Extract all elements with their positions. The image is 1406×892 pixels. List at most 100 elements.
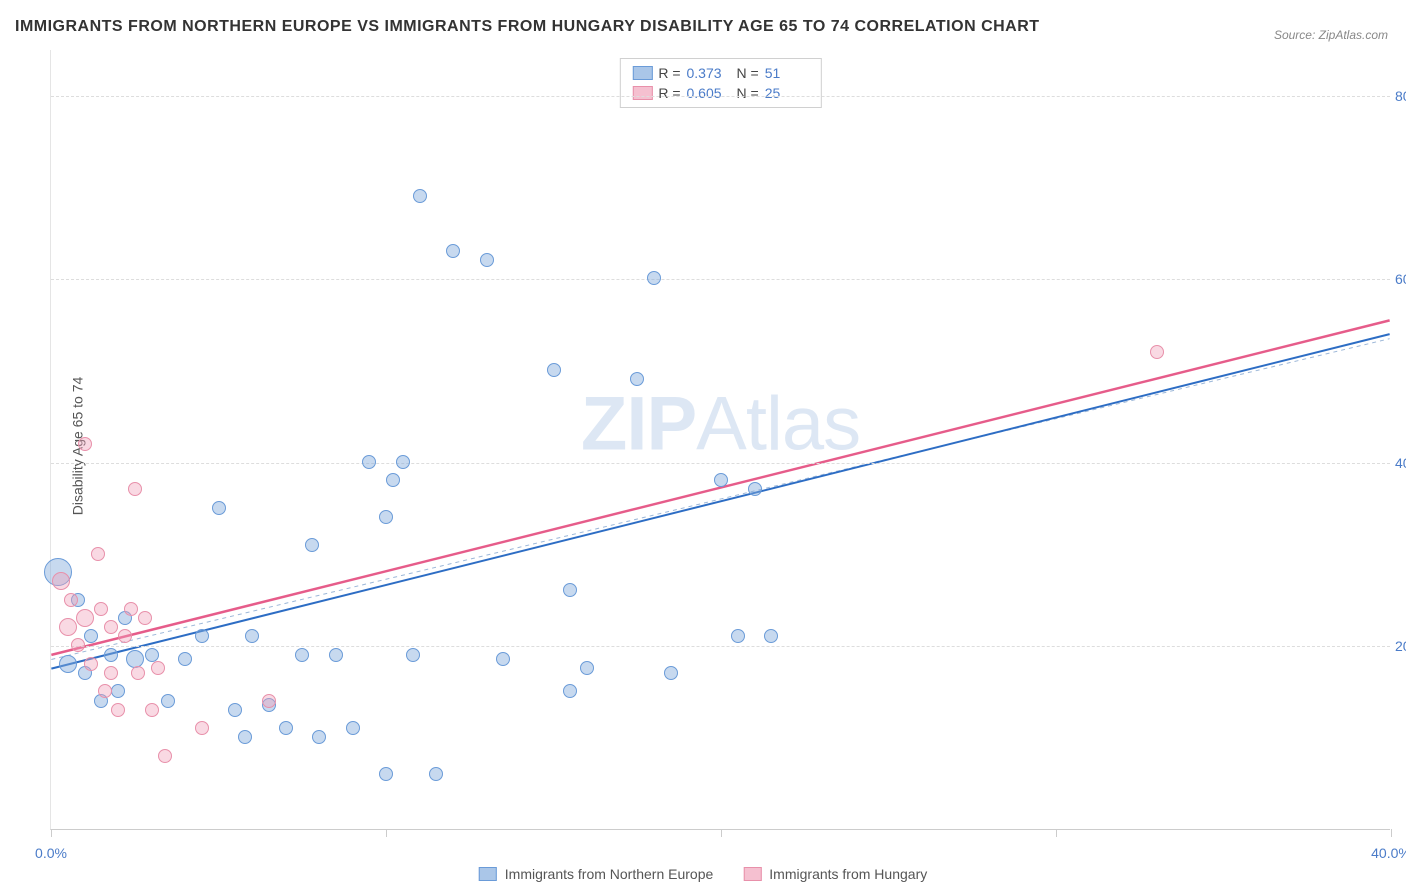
legend-r-value: 0.373 xyxy=(687,65,731,81)
legend-swatch xyxy=(479,867,497,881)
data-point xyxy=(228,703,242,717)
legend-item: Immigrants from Northern Europe xyxy=(479,866,714,882)
data-point xyxy=(104,666,118,680)
trend-line xyxy=(51,320,1389,655)
data-point xyxy=(84,657,98,671)
data-point xyxy=(647,271,661,285)
x-tick xyxy=(386,829,387,837)
legend-swatch xyxy=(632,66,652,80)
data-point xyxy=(64,593,78,607)
data-point xyxy=(118,629,132,643)
data-point xyxy=(480,253,494,267)
data-point xyxy=(386,473,400,487)
data-point xyxy=(446,244,460,258)
data-point xyxy=(547,363,561,377)
data-point xyxy=(748,482,762,496)
legend-n-label: N = xyxy=(737,65,759,81)
data-point xyxy=(76,609,94,627)
data-point xyxy=(305,538,319,552)
data-point xyxy=(128,482,142,496)
data-point xyxy=(124,602,138,616)
trend-lines-svg xyxy=(51,50,1390,829)
y-tick-label: 20.0% xyxy=(1395,638,1406,654)
data-point xyxy=(91,547,105,561)
data-point xyxy=(84,629,98,643)
data-point xyxy=(145,703,159,717)
series-legend: Immigrants from Northern Europe Immigrant… xyxy=(479,866,927,882)
y-tick-label: 40.0% xyxy=(1395,455,1406,471)
legend-item: Immigrants from Hungary xyxy=(743,866,927,882)
data-point xyxy=(262,694,276,708)
legend-label: Immigrants from Hungary xyxy=(769,866,927,882)
legend-row: R = 0.605 N = 25 xyxy=(632,83,808,103)
data-point xyxy=(151,661,165,675)
data-point xyxy=(312,730,326,744)
gridline xyxy=(51,646,1390,647)
data-point xyxy=(161,694,175,708)
x-tick-label: 40.0% xyxy=(1371,845,1406,861)
data-point xyxy=(496,652,510,666)
gridline xyxy=(51,279,1390,280)
data-point xyxy=(104,648,118,662)
data-point xyxy=(238,730,252,744)
data-point xyxy=(71,638,85,652)
data-point xyxy=(379,510,393,524)
source-credit: Source: ZipAtlas.com xyxy=(1274,28,1388,42)
data-point xyxy=(131,666,145,680)
x-tick xyxy=(721,829,722,837)
data-point xyxy=(78,437,92,451)
trend-line xyxy=(51,334,1389,669)
data-point xyxy=(346,721,360,735)
data-point xyxy=(245,629,259,643)
data-point xyxy=(764,629,778,643)
data-point xyxy=(195,629,209,643)
x-tick-label: 0.0% xyxy=(35,845,67,861)
legend-row: R = 0.373 N = 51 xyxy=(632,63,808,83)
data-point xyxy=(94,602,108,616)
legend-n-label: N = xyxy=(737,85,759,101)
data-point xyxy=(630,372,644,386)
x-tick xyxy=(51,829,52,837)
y-tick-label: 80.0% xyxy=(1395,88,1406,104)
legend-n-value: 51 xyxy=(765,65,809,81)
data-point xyxy=(379,767,393,781)
watermark: ZIPAtlas xyxy=(581,380,860,467)
data-point xyxy=(145,648,159,662)
data-point xyxy=(279,721,293,735)
data-point xyxy=(178,652,192,666)
plot-area: ZIPAtlas R = 0.373 N = 51 R = 0.605 N = … xyxy=(50,50,1390,830)
gridline xyxy=(51,96,1390,97)
data-point xyxy=(104,620,118,634)
data-point xyxy=(212,501,226,515)
data-point xyxy=(52,572,70,590)
trend-line xyxy=(51,339,1389,660)
data-point xyxy=(413,189,427,203)
data-point xyxy=(111,703,125,717)
data-point xyxy=(664,666,678,680)
data-point xyxy=(158,749,172,763)
data-point xyxy=(362,455,376,469)
correlation-legend: R = 0.373 N = 51 R = 0.605 N = 25 xyxy=(619,58,821,108)
watermark-bold: ZIP xyxy=(581,381,696,466)
data-point xyxy=(406,648,420,662)
data-point xyxy=(731,629,745,643)
data-point xyxy=(329,648,343,662)
y-tick-label: 60.0% xyxy=(1395,271,1406,287)
data-point xyxy=(59,655,77,673)
gridline xyxy=(51,463,1390,464)
legend-r-label: R = xyxy=(658,65,680,81)
data-point xyxy=(580,661,594,675)
data-point xyxy=(563,684,577,698)
data-point xyxy=(1150,345,1164,359)
data-point xyxy=(295,648,309,662)
data-point xyxy=(138,611,152,625)
data-point xyxy=(111,684,125,698)
legend-r-label: R = xyxy=(658,85,680,101)
legend-label: Immigrants from Northern Europe xyxy=(505,866,714,882)
data-point xyxy=(563,583,577,597)
data-point xyxy=(714,473,728,487)
legend-swatch xyxy=(743,867,761,881)
legend-swatch xyxy=(632,86,652,100)
x-tick xyxy=(1391,829,1392,837)
data-point xyxy=(98,684,112,698)
